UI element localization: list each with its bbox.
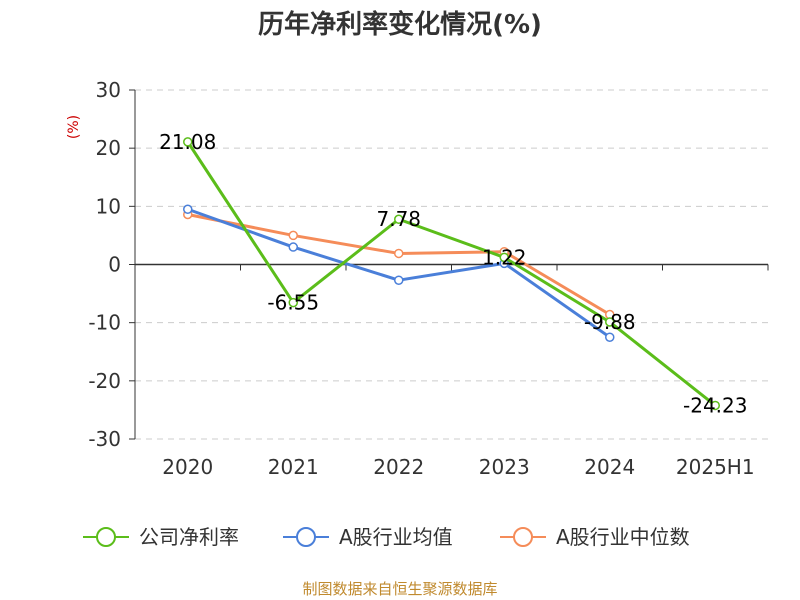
chart-title: 历年净利率变化情况(%) bbox=[258, 10, 542, 40]
y-tick-label: -20 bbox=[88, 369, 121, 393]
data-point bbox=[183, 137, 193, 147]
legend-entry[interactable]: A股行业中位数 bbox=[556, 525, 690, 549]
data-point bbox=[605, 317, 615, 327]
series-line bbox=[186, 141, 717, 407]
series-layer bbox=[183, 137, 720, 411]
data-label: -9.88 bbox=[584, 310, 636, 334]
x-tick-label: 2024 bbox=[584, 455, 635, 479]
data-point bbox=[710, 400, 720, 411]
y-tick-label: -30 bbox=[88, 427, 121, 451]
legend[interactable]: 公司净利率 A股行业均值 A股行业中位数 bbox=[83, 525, 690, 549]
x-tick-label: 2025H1 bbox=[676, 455, 755, 479]
legend-marker-circle[interactable] bbox=[513, 527, 533, 547]
legend-entry[interactable]: 公司净利率 bbox=[139, 525, 239, 549]
y-tick-label: 0 bbox=[108, 253, 121, 277]
legend-marker-circle[interactable] bbox=[296, 527, 316, 547]
data-label: -6.55 bbox=[267, 291, 319, 315]
legend-marker-circle[interactable] bbox=[96, 527, 116, 547]
data-point bbox=[605, 332, 615, 342]
y-tick-label: 30 bbox=[96, 78, 121, 102]
axes: 30 20 10 0 -10 -20 -30 2020 2021 2022 2023 2024 2025… bbox=[88, 78, 769, 479]
data-point bbox=[394, 248, 404, 259]
x-tick-label: 2022 bbox=[373, 455, 424, 479]
source-note: 制图数据来自恒生聚源数据库 bbox=[302, 580, 498, 598]
y-tick-label: -10 bbox=[88, 311, 121, 335]
x-tick-label: 2020 bbox=[162, 455, 213, 479]
data-point bbox=[394, 214, 404, 224]
data-point bbox=[288, 297, 298, 308]
data-point bbox=[288, 242, 298, 252]
y-tick-label: 10 bbox=[96, 194, 121, 218]
data-label: 21.08 bbox=[159, 130, 216, 154]
data-point bbox=[288, 230, 298, 241]
data-point bbox=[183, 204, 193, 214]
data-label: -24.23 bbox=[683, 393, 747, 417]
data-label: 1.22 bbox=[482, 245, 527, 269]
x-tick-label: 2023 bbox=[479, 455, 530, 479]
legend-entry[interactable]: A股行业均值 bbox=[339, 525, 453, 549]
data-point bbox=[499, 252, 509, 263]
x-tick-label: 2021 bbox=[268, 455, 319, 479]
data-point bbox=[394, 275, 404, 285]
data-label: 7.78 bbox=[376, 207, 421, 231]
data-labels: 21.08 -6.55 7.78 1.22 -9.88 -24.23 bbox=[159, 130, 747, 418]
y-axis-label: (%) bbox=[66, 115, 82, 139]
y-tick-label: 20 bbox=[96, 136, 121, 160]
